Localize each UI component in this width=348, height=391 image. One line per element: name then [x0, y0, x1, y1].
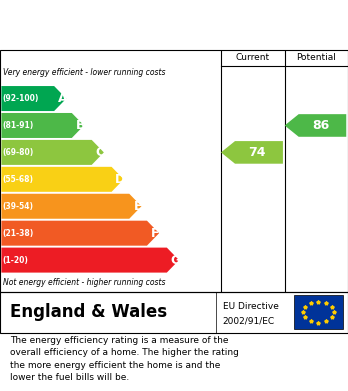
Polygon shape [285, 114, 346, 137]
Text: England & Wales: England & Wales [10, 303, 168, 321]
Text: (21-38): (21-38) [3, 229, 34, 238]
Text: B: B [76, 119, 85, 132]
Text: (81-91): (81-91) [3, 121, 34, 130]
Text: D: D [115, 173, 125, 186]
Text: 74: 74 [248, 146, 266, 159]
Text: 2002/91/EC: 2002/91/EC [223, 317, 275, 326]
Bar [294, 295, 343, 330]
Polygon shape [1, 194, 141, 219]
Text: (39-54): (39-54) [3, 202, 34, 211]
Polygon shape [1, 86, 66, 111]
Text: (1-20): (1-20) [3, 256, 29, 265]
Text: Current: Current [236, 54, 270, 63]
Text: (92-100): (92-100) [3, 94, 39, 103]
Text: Potential: Potential [296, 54, 336, 63]
Text: (55-68): (55-68) [3, 175, 34, 184]
Text: C: C [96, 146, 105, 159]
Polygon shape [1, 113, 84, 138]
Text: A: A [58, 92, 68, 105]
Text: Energy Efficiency Rating: Energy Efficiency Rating [14, 18, 224, 32]
Text: F: F [151, 227, 160, 240]
Text: The energy efficiency rating is a measure of the
overall efficiency of a home. T: The energy efficiency rating is a measur… [10, 335, 239, 382]
Polygon shape [1, 167, 124, 192]
Polygon shape [221, 141, 283, 164]
Text: (69-80): (69-80) [3, 148, 34, 157]
Polygon shape [1, 221, 159, 246]
Text: Not energy efficient - higher running costs: Not energy efficient - higher running co… [3, 278, 166, 287]
Text: E: E [134, 200, 142, 213]
Polygon shape [1, 140, 104, 165]
Polygon shape [1, 248, 179, 273]
Text: 86: 86 [312, 119, 329, 132]
Text: EU Directive: EU Directive [223, 301, 279, 310]
Text: G: G [170, 254, 181, 267]
Text: Very energy efficient - lower running costs: Very energy efficient - lower running co… [3, 68, 166, 77]
